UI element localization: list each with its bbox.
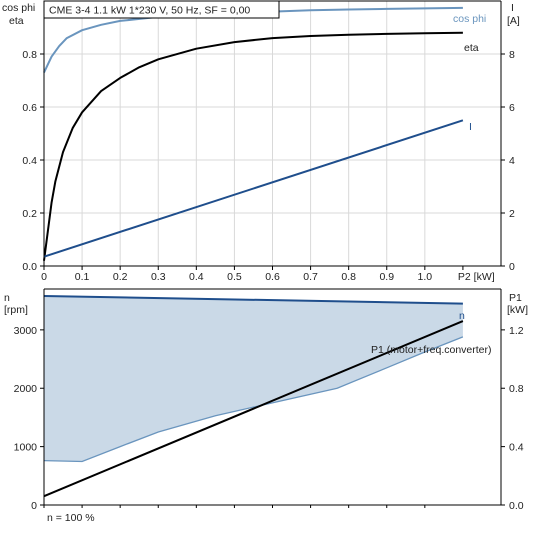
bottom-left-y-tick-label: 1000 bbox=[14, 442, 38, 454]
top-right-y-tick-label: 2 bbox=[509, 208, 515, 220]
top-left-y-tick-label: 0.2 bbox=[22, 208, 37, 220]
series-label-current: I bbox=[469, 121, 472, 133]
bottom-left-y-tick-label: 3000 bbox=[14, 325, 38, 337]
series-label-power-input: P1 (motor+freq.converter) bbox=[371, 344, 492, 356]
bottom-series bbox=[43, 295, 464, 498]
bottom-ticks: 0 1000 2000 3000 0.0 0.4 0.8 1.2 bbox=[14, 325, 524, 512]
bottom-left-axis-label-2: [rpm] bbox=[4, 304, 28, 316]
bottom-left-y-tick-label: 0 bbox=[31, 500, 37, 512]
speed-footer: n = 100 % bbox=[47, 512, 95, 524]
bottom-chart: 0 1000 2000 3000 0.0 0.4 0.8 1.2 n [rpm] P1 [kW… bbox=[4, 288, 528, 524]
top-left-y-tick-label: 0.4 bbox=[22, 155, 37, 167]
top-x-tick-label: 0.9 bbox=[379, 271, 394, 283]
top-left-y-tick-label: 0.0 bbox=[22, 261, 37, 273]
series-line-eta bbox=[43, 31, 463, 261]
bottom-right-y-tick-label: 0.4 bbox=[509, 442, 524, 454]
top-left-axis-label-1: cos phi bbox=[2, 2, 35, 14]
top-x-tick-label: 0.7 bbox=[303, 271, 318, 283]
bottom-right-y-tick-label: 1.2 bbox=[509, 325, 524, 337]
top-x-tick-label: 0.8 bbox=[341, 271, 356, 283]
top-x-tick-label: 0.2 bbox=[113, 271, 128, 283]
chart-header-box bbox=[43, 0, 280, 19]
top-x-tick-label: 0.3 bbox=[151, 271, 166, 283]
series-line-n bbox=[43, 295, 463, 305]
top-chart: 0 0.1 0.2 0.3 0.4 0.5 0.6 0.7 0.8 0.9 1.0 P2 [kW] 0.… bbox=[2, 0, 520, 283]
top-x-tick-label: 0.5 bbox=[227, 271, 242, 283]
bottom-left-y-tick-label: 2000 bbox=[14, 383, 38, 395]
top-ticks: 0 0.1 0.2 0.3 0.4 0.5 0.6 0.7 0.8 0.9 1.0 P2 [kW] 0.… bbox=[22, 49, 515, 283]
top-x-tick-label: 0.1 bbox=[75, 271, 90, 283]
top-right-y-tick-label: 0 bbox=[509, 261, 515, 273]
top-series bbox=[43, 6, 464, 261]
top-left-axis-label-2: eta bbox=[9, 15, 24, 27]
bottom-right-axis-label-2: [kW] bbox=[507, 304, 528, 316]
top-left-y-tick-label: 0.6 bbox=[22, 102, 37, 114]
operating-range-area bbox=[44, 296, 463, 462]
bottom-right-axis-label-1: P1 bbox=[509, 292, 522, 304]
bottom-left-axis-label-1: n bbox=[4, 292, 10, 304]
top-right-y-tick-label: 4 bbox=[509, 155, 515, 167]
top-x-tick-label: P2 [kW] bbox=[458, 271, 495, 283]
top-grid bbox=[44, 1, 501, 266]
top-right-axis-label-2: [A] bbox=[507, 15, 520, 27]
top-x-tick-label: 0.4 bbox=[189, 271, 204, 283]
bottom-right-y-tick-label: 0.0 bbox=[509, 500, 524, 512]
series-label-cos-phi: cos phi bbox=[453, 13, 486, 25]
series-line-i bbox=[43, 119, 464, 258]
top-right-y-tick-label: 6 bbox=[509, 102, 515, 114]
top-left-y-tick-label: 0.8 bbox=[22, 49, 37, 61]
top-x-tick-label: 1.0 bbox=[418, 271, 433, 283]
chart-header: CME 3-4 1.1 kW 1*230 V, 50 Hz, SF = 0,00 bbox=[49, 5, 250, 17]
series-line-p1 bbox=[43, 320, 464, 498]
bottom-right-y-tick-label: 0.8 bbox=[509, 383, 524, 395]
top-right-y-tick-label: 8 bbox=[509, 49, 515, 61]
series-line-lower-bound bbox=[43, 336, 464, 463]
top-right-axis-label-1: I bbox=[511, 2, 514, 14]
series-label-eta: eta bbox=[464, 42, 479, 54]
top-x-tick-label: 0.6 bbox=[265, 271, 280, 283]
top-x-tick-label: 0 bbox=[41, 271, 47, 283]
series-label-speed: n bbox=[459, 310, 465, 322]
